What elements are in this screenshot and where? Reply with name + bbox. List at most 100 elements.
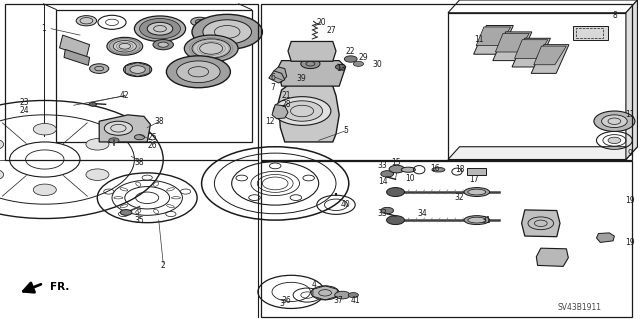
Circle shape [353, 61, 364, 66]
Text: 23: 23 [19, 98, 29, 107]
Text: 10: 10 [404, 174, 415, 183]
Text: 38: 38 [134, 158, 145, 167]
Polygon shape [272, 105, 288, 119]
Text: 18: 18 [455, 165, 464, 174]
Bar [5, 4, 258, 160]
Ellipse shape [468, 189, 486, 195]
Circle shape [273, 97, 331, 125]
Text: 13: 13 [336, 64, 346, 73]
Bar [576, 28, 603, 38]
Text: 20: 20 [316, 18, 326, 27]
Ellipse shape [464, 188, 490, 197]
Circle shape [153, 40, 173, 50]
Circle shape [130, 66, 145, 73]
Text: 19: 19 [625, 238, 636, 247]
Polygon shape [474, 26, 513, 54]
Circle shape [387, 216, 404, 225]
Circle shape [89, 102, 97, 106]
Text: 31: 31 [481, 216, 492, 225]
Polygon shape [448, 147, 637, 160]
Text: SV43B1911: SV43B1911 [557, 303, 601, 312]
Circle shape [86, 138, 109, 150]
Text: 15: 15 [390, 158, 401, 167]
Text: FR.: FR. [50, 282, 69, 292]
Text: 39: 39 [296, 74, 306, 83]
Text: 42: 42 [120, 91, 130, 100]
Ellipse shape [468, 217, 486, 223]
Circle shape [184, 35, 238, 62]
Circle shape [90, 64, 109, 73]
Circle shape [608, 137, 621, 144]
Bar [467, 168, 486, 175]
Text: 28: 28 [282, 100, 291, 109]
Text: 19: 19 [625, 197, 636, 205]
Text: 4: 4 [311, 280, 316, 289]
Polygon shape [534, 46, 566, 65]
Text: 24: 24 [19, 106, 29, 115]
Text: 34: 34 [417, 209, 428, 218]
Polygon shape [476, 27, 511, 46]
Text: 25: 25 [147, 133, 157, 142]
Circle shape [0, 169, 4, 181]
Circle shape [147, 22, 173, 35]
Circle shape [192, 14, 262, 49]
Text: 11: 11 [626, 110, 635, 119]
Circle shape [104, 121, 132, 135]
Circle shape [76, 16, 97, 26]
Circle shape [177, 61, 220, 83]
Text: 6: 6 [270, 73, 275, 82]
Text: 26: 26 [147, 141, 157, 150]
Text: 41: 41 [350, 296, 360, 305]
Bar [261, 161, 632, 317]
Text: 7: 7 [270, 83, 275, 92]
Text: 35: 35 [134, 216, 145, 225]
Circle shape [191, 17, 209, 26]
Text: 40: 40 [340, 200, 351, 209]
Text: 38: 38 [154, 117, 164, 126]
Text: 33: 33 [378, 161, 388, 170]
Polygon shape [278, 80, 339, 142]
Circle shape [134, 16, 186, 41]
Polygon shape [274, 67, 287, 83]
Polygon shape [60, 35, 90, 57]
Circle shape [301, 59, 320, 69]
Circle shape [381, 207, 394, 214]
Text: 27: 27 [326, 26, 337, 35]
Circle shape [348, 293, 358, 298]
Circle shape [344, 56, 357, 62]
Polygon shape [269, 71, 285, 83]
Circle shape [158, 42, 168, 47]
Circle shape [389, 165, 404, 173]
Circle shape [166, 56, 230, 88]
Polygon shape [596, 233, 614, 242]
Circle shape [109, 138, 119, 143]
Text: 16: 16 [430, 164, 440, 173]
Circle shape [602, 115, 627, 128]
Text: 2: 2 [161, 261, 166, 270]
Text: 1: 1 [42, 24, 46, 33]
Polygon shape [626, 0, 637, 160]
Ellipse shape [464, 216, 490, 225]
Text: 9: 9 [628, 149, 633, 158]
Circle shape [192, 39, 230, 58]
Circle shape [107, 37, 143, 55]
Circle shape [195, 19, 204, 24]
Circle shape [134, 135, 145, 140]
Text: 8: 8 [612, 11, 617, 20]
Polygon shape [495, 33, 529, 52]
Text: 30: 30 [372, 60, 383, 69]
Bar [573, 26, 608, 40]
Circle shape [311, 286, 339, 300]
Circle shape [33, 123, 56, 135]
Circle shape [86, 169, 109, 181]
Text: 37: 37 [333, 296, 343, 305]
Text: 36: 36 [282, 296, 292, 305]
Polygon shape [288, 41, 336, 61]
Polygon shape [493, 32, 532, 61]
Circle shape [140, 19, 180, 39]
Bar [261, 4, 632, 160]
Text: 21: 21 [282, 91, 291, 100]
Polygon shape [515, 40, 548, 58]
Polygon shape [64, 49, 90, 65]
Text: 14: 14 [378, 177, 388, 186]
